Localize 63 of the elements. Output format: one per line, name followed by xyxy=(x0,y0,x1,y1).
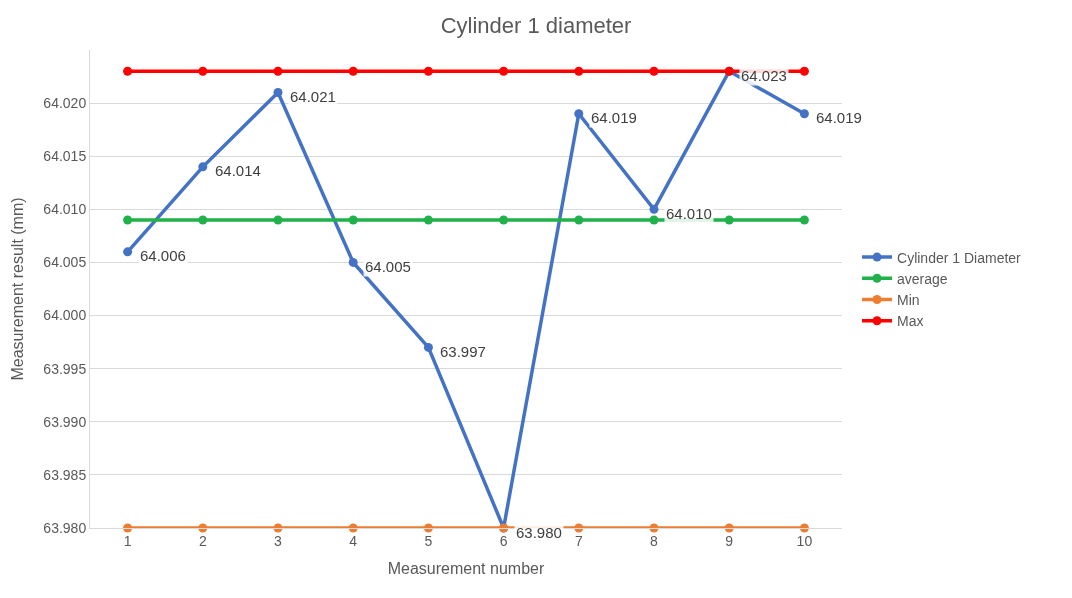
legend-label: Min xyxy=(897,291,920,308)
data-label: 64.005 xyxy=(365,258,411,275)
point xyxy=(423,342,433,352)
x-tick-label: 6 xyxy=(499,532,508,549)
data-label: 64.019 xyxy=(591,109,637,126)
point xyxy=(574,66,584,76)
point xyxy=(423,66,433,76)
y-tick-label: 64.010 xyxy=(43,201,87,218)
point xyxy=(273,215,283,225)
y-axis-title: Measurement result (mm) xyxy=(9,197,27,381)
x-tick-label: 8 xyxy=(650,532,659,549)
point xyxy=(123,215,133,225)
point xyxy=(273,87,283,97)
point xyxy=(649,66,659,76)
point xyxy=(649,204,659,214)
y-tick-label: 64.020 xyxy=(43,95,87,112)
point xyxy=(574,109,584,119)
point xyxy=(799,109,809,119)
y-tick-label: 63.980 xyxy=(43,519,87,536)
x-tick-label: 10 xyxy=(796,532,813,549)
legend-label: Max xyxy=(897,313,924,330)
point xyxy=(123,247,133,257)
y-tick-label: 64.015 xyxy=(43,148,87,165)
legend-label: Cylinder 1 Diameter xyxy=(897,249,1022,266)
x-axis-title: Measurement number xyxy=(387,560,545,578)
legend-label: average xyxy=(897,270,948,287)
point xyxy=(499,66,509,76)
point xyxy=(799,66,809,76)
x-tick-label: 3 xyxy=(274,532,283,549)
y-tick-label: 64.005 xyxy=(43,254,87,271)
data-label: 64.014 xyxy=(215,162,261,179)
data-label: 64.010 xyxy=(666,205,712,222)
chart-title: Cylinder 1 diameter xyxy=(440,13,632,39)
y-tick-label: 64.000 xyxy=(43,307,87,324)
point xyxy=(348,66,358,76)
point xyxy=(198,215,208,225)
point xyxy=(499,215,509,225)
point xyxy=(423,215,433,225)
point xyxy=(348,215,358,225)
data-label: 64.023 xyxy=(741,67,787,84)
point xyxy=(198,162,208,172)
data-label: 64.006 xyxy=(140,247,186,264)
data-label: 64.019 xyxy=(816,109,862,126)
point xyxy=(649,215,659,225)
point xyxy=(724,215,734,225)
x-tick-label: 1 xyxy=(123,532,132,549)
data-label: 63.980 xyxy=(516,524,562,541)
point xyxy=(574,215,584,225)
data-label: 64.021 xyxy=(290,88,336,105)
y-tick-label: 63.985 xyxy=(43,466,87,483)
y-tick-label: 63.990 xyxy=(43,413,87,430)
x-tick-label: 2 xyxy=(198,532,207,549)
x-tick-label: 5 xyxy=(424,532,433,549)
x-tick-label: 9 xyxy=(725,532,734,549)
data-label: 63.997 xyxy=(440,343,486,360)
point xyxy=(799,215,809,225)
point xyxy=(348,257,358,267)
x-tick-label: 7 xyxy=(574,532,583,549)
y-tick-label: 63.995 xyxy=(43,360,87,377)
point xyxy=(273,66,283,76)
x-tick-label: 4 xyxy=(349,532,358,549)
point xyxy=(123,66,133,76)
point xyxy=(198,66,208,76)
